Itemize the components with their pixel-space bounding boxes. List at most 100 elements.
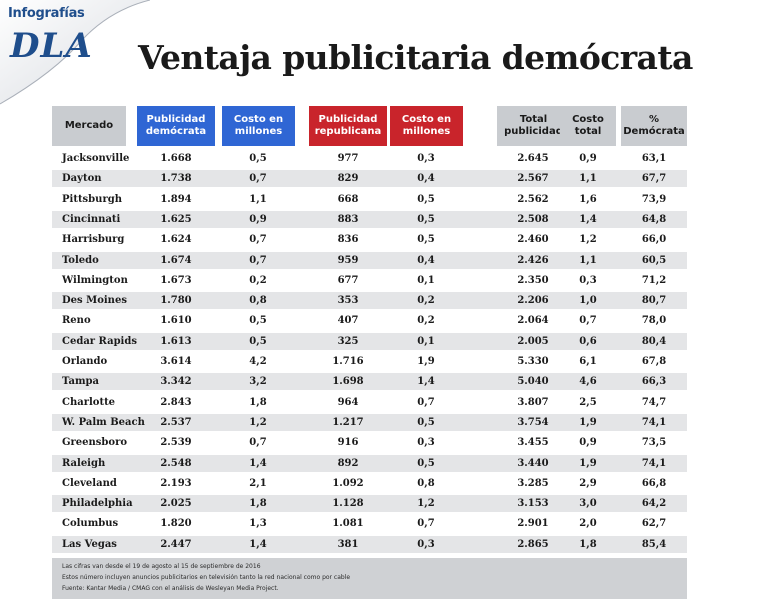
table-row: Dayton 1.738 0,7 829 0,4 2.567 1,1 67,7 xyxy=(52,170,687,188)
table-row: Jacksonville 1.668 0,5 977 0,3 2.645 0,9 63,1 xyxy=(52,150,687,167)
table-cell: 0,4 xyxy=(417,173,435,185)
table-cell: 2.562 xyxy=(517,193,549,205)
column-header: Costo en millones xyxy=(222,106,295,146)
page-curl-decoration xyxy=(0,0,150,105)
table-cell: 2.843 xyxy=(160,396,192,408)
table-cell: 2.567 xyxy=(517,173,549,185)
footer-source: Fuente: Kantar Media / CMAG con el análi… xyxy=(62,585,279,592)
table-cell: 668 xyxy=(337,193,359,205)
table-cell: 2.350 xyxy=(517,274,549,286)
table-cell: 0,5 xyxy=(417,213,435,225)
table-cell: 1,9 xyxy=(417,356,435,367)
table-cell: 5.330 xyxy=(517,356,549,367)
table-cell: 829 xyxy=(337,173,359,185)
table-cell: 1,9 xyxy=(579,416,597,428)
market-name: Pittsburgh xyxy=(62,193,122,205)
table-cell: 2.193 xyxy=(160,477,192,489)
table-cell: 3,2 xyxy=(249,376,267,388)
market-name: Raleigh xyxy=(62,457,106,469)
table-cell: 2,9 xyxy=(579,477,597,489)
table-cell: 2,5 xyxy=(579,396,597,408)
table-cell: 0,8 xyxy=(249,295,267,307)
table-row: Las Vegas 2.447 1,4 381 0,3 2.865 1,8 85,4 xyxy=(52,535,687,553)
column-header: Publicidad republicana xyxy=(309,106,387,146)
table-cell: 0,2 xyxy=(417,315,435,327)
table-cell: 0,7 xyxy=(249,173,267,185)
market-name: Greensboro xyxy=(62,437,128,449)
market-name: Cedar Rapids xyxy=(62,335,137,347)
footer-note-dates: Las cifras van desde el 19 de agosto al … xyxy=(62,563,261,570)
table-cell: 0,5 xyxy=(249,153,267,164)
table-row: Toledo 1.674 0,7 959 0,4 2.426 1,1 60,5 xyxy=(52,251,687,269)
table-cell: 66,3 xyxy=(641,376,667,388)
column-header: Costo total xyxy=(560,106,616,146)
table-cell: 407 xyxy=(337,315,359,327)
table-cell: 2,1 xyxy=(249,477,267,489)
brand-logo: DLA xyxy=(10,26,93,66)
table-cell: 0,3 xyxy=(579,274,597,286)
table-cell: 0,3 xyxy=(417,153,435,164)
table-cell: 1.625 xyxy=(160,213,192,225)
table-cell: 67,8 xyxy=(641,356,667,367)
table-cell: 1,3 xyxy=(249,518,267,530)
table-cell: 1,6 xyxy=(579,193,597,205)
table-cell: 0,5 xyxy=(417,416,435,428)
page-title: Ventaja publicitaria demócrata xyxy=(138,38,693,77)
market-name: Tampa xyxy=(62,376,100,388)
table-row: Philadelphia 2.025 1,8 1.128 1,2 3.153 3,0 64,2 xyxy=(52,495,687,513)
table-row: Orlando 3.614 4,2 1.716 1,9 5.330 6,1 67,8 xyxy=(52,353,687,370)
table-cell: 63,1 xyxy=(641,153,667,164)
market-name: W. Palm Beach xyxy=(62,416,145,428)
table-cell: 916 xyxy=(337,437,359,449)
table-header-row: Mercado Publicidad demócrata Costo en mill… xyxy=(52,106,687,148)
table-cell: 0,9 xyxy=(579,437,597,449)
table-row: Raleigh 2.548 1,4 892 0,5 3.440 1,9 74,1 xyxy=(52,454,687,472)
table-row: Tampa 3.342 3,2 1.698 1,4 5.040 4,6 66,3 xyxy=(52,373,687,391)
table-cell: 959 xyxy=(337,254,359,266)
table-cell: 74,1 xyxy=(641,416,667,428)
table-cell: 2.537 xyxy=(160,416,192,428)
table-cell: 74,7 xyxy=(641,396,667,408)
table-row: Columbus 1.820 1,3 1.081 0,7 2.901 2,0 62,7 xyxy=(52,515,687,532)
table-cell: 1,4 xyxy=(579,213,597,225)
table-cell: 3.807 xyxy=(517,396,549,408)
table-cell: 0,5 xyxy=(417,193,435,205)
table-cell: 3.285 xyxy=(517,477,549,489)
table-row: Des Moines 1.780 0,8 353 0,2 2.206 1,0 80,7 xyxy=(52,292,687,310)
table-cell: 1,9 xyxy=(579,457,597,469)
table-cell: 977 xyxy=(337,153,359,164)
market-name: Philadelphia xyxy=(62,498,133,510)
table-cell: 1.610 xyxy=(160,315,192,327)
table-cell: 0,7 xyxy=(579,315,597,327)
table-cell: 0,5 xyxy=(249,315,267,327)
market-name: Harrisburg xyxy=(62,234,125,246)
table-cell: 0,7 xyxy=(249,437,267,449)
table-cell: 0,1 xyxy=(417,274,435,286)
table-cell: 6,1 xyxy=(579,356,597,367)
table-cell: 1.894 xyxy=(160,193,192,205)
brand-infografias: Infografías xyxy=(8,6,85,21)
market-name: Des Moines xyxy=(62,295,127,307)
market-name: Dayton xyxy=(62,173,102,185)
table-cell: 85,4 xyxy=(641,538,667,550)
table-cell: 1.092 xyxy=(332,477,364,489)
table-cell: 4,6 xyxy=(579,376,597,388)
table-cell: 0,7 xyxy=(249,254,267,266)
table-row: W. Palm Beach 2.537 1,2 1.217 0,5 3.754 1,9 74,… xyxy=(52,413,687,431)
table-cell: 0,2 xyxy=(417,295,435,307)
table-cell: 80,7 xyxy=(641,295,667,307)
table-cell: 0,7 xyxy=(249,234,267,246)
table-cell: 1,4 xyxy=(249,457,267,469)
column-header: Publicidad demócrata xyxy=(137,106,215,146)
table-row: Cincinnati 1.625 0,9 883 0,5 2.508 1,4 64,8 xyxy=(52,210,687,228)
table-cell: 2.865 xyxy=(517,538,549,550)
table-cell: 1.668 xyxy=(160,153,192,164)
table-cell: 3.455 xyxy=(517,437,549,449)
market-name: Charlotte xyxy=(62,396,116,408)
table-cell: 2.064 xyxy=(517,315,549,327)
table-cell: 0,4 xyxy=(417,254,435,266)
table-cell: 0,3 xyxy=(417,437,435,449)
table-cell: 3.153 xyxy=(517,498,549,510)
table-cell: 0,9 xyxy=(249,213,267,225)
table-cell: 1.780 xyxy=(160,295,192,307)
